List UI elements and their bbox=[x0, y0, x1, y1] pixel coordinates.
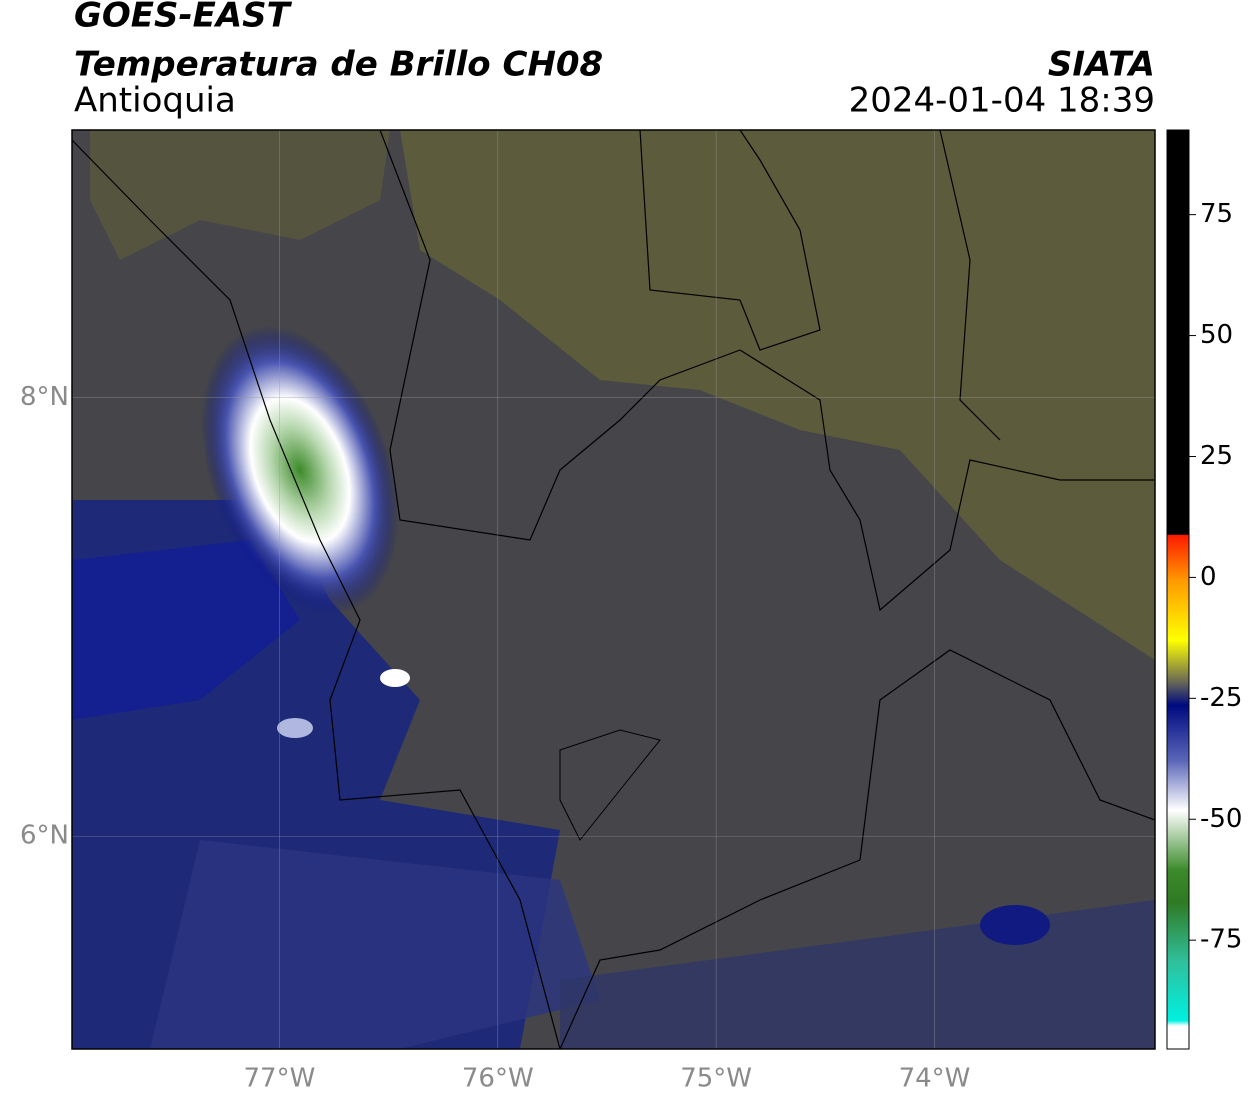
region-label: Antioquia bbox=[74, 81, 236, 121]
satellite-image bbox=[72, 130, 1155, 1049]
x-tick-label: 74°W bbox=[899, 1064, 971, 1094]
map-frame bbox=[71, 129, 1156, 1050]
graticule bbox=[72, 130, 1155, 1049]
x-tick-label: 76°W bbox=[462, 1064, 534, 1094]
colorbar bbox=[1166, 129, 1190, 1050]
source-label: SIATA bbox=[1048, 45, 1155, 85]
colorbar-tick-label: -75 bbox=[1200, 925, 1242, 955]
colorbar-tick-label: -50 bbox=[1200, 804, 1242, 834]
colorbar-tick-label: -25 bbox=[1200, 683, 1242, 713]
colorbar-tick-label: 0 bbox=[1200, 562, 1217, 592]
y-tick-label: 8°N bbox=[20, 382, 69, 412]
x-tick-label: 77°W bbox=[244, 1064, 316, 1094]
product-title: Temperatura de Brillo CH08 bbox=[74, 45, 603, 85]
datetime-label: 2024-01-04 18:39 bbox=[849, 81, 1155, 121]
y-tick-label: 6°N bbox=[20, 821, 69, 851]
colorbar-tick-label: 25 bbox=[1200, 441, 1233, 471]
x-tick-label: 75°W bbox=[680, 1064, 752, 1094]
colorbar-tick-label: 75 bbox=[1200, 199, 1233, 229]
satellite-title: GOES-EAST bbox=[74, 0, 293, 36]
colorbar-tick-label: 50 bbox=[1200, 320, 1233, 350]
